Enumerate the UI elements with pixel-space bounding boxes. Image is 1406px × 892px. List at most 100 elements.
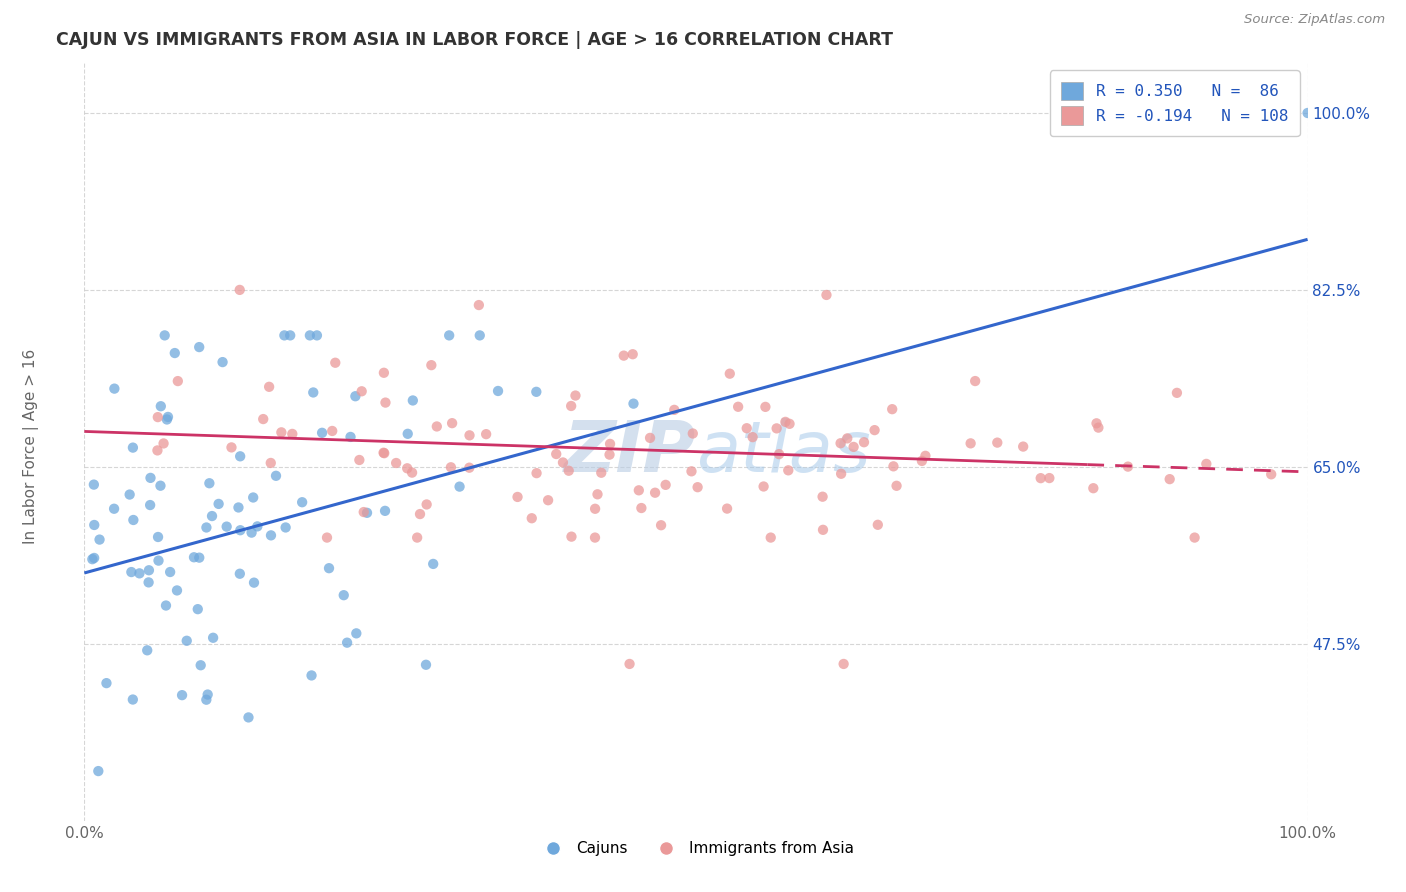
Point bbox=[311, 425, 333, 440]
Point bbox=[211, 355, 233, 369]
Point bbox=[87, 764, 110, 778]
Point bbox=[273, 328, 295, 343]
Point bbox=[537, 493, 560, 508]
Point bbox=[1159, 472, 1181, 486]
Point bbox=[830, 436, 852, 450]
Point bbox=[449, 480, 471, 494]
Point bbox=[866, 517, 889, 532]
Text: CAJUN VS IMMIGRANTS FROM ASIA IN LABOR FORCE | AGE > 16 CORRELATION CHART: CAJUN VS IMMIGRANTS FROM ASIA IN LABOR F… bbox=[56, 31, 893, 49]
Point bbox=[201, 509, 224, 524]
Point bbox=[882, 402, 904, 417]
Point bbox=[373, 446, 395, 460]
Point bbox=[139, 498, 162, 512]
Point bbox=[356, 506, 378, 520]
Point bbox=[409, 507, 432, 521]
Point bbox=[316, 531, 339, 545]
Point bbox=[627, 483, 650, 498]
Point bbox=[139, 471, 162, 485]
Point bbox=[882, 459, 904, 474]
Point bbox=[195, 520, 218, 534]
Point bbox=[187, 602, 209, 616]
Point bbox=[1087, 420, 1109, 434]
Point bbox=[146, 443, 169, 458]
Point bbox=[886, 479, 908, 493]
Point bbox=[402, 393, 425, 408]
Point bbox=[599, 448, 621, 462]
Point bbox=[155, 599, 177, 613]
Point bbox=[243, 575, 266, 590]
Point bbox=[1083, 481, 1105, 495]
Point bbox=[583, 531, 606, 545]
Point bbox=[426, 419, 449, 434]
Point bbox=[1038, 471, 1060, 485]
Point bbox=[202, 631, 225, 645]
Point bbox=[188, 550, 211, 565]
Point bbox=[546, 447, 568, 461]
Text: In Labor Force | Age > 16: In Labor Force | Age > 16 bbox=[22, 349, 39, 543]
Point bbox=[591, 466, 613, 480]
Point bbox=[486, 384, 509, 398]
Point bbox=[752, 479, 775, 493]
Point bbox=[716, 501, 738, 516]
Point bbox=[558, 464, 581, 478]
Point bbox=[305, 328, 328, 343]
Point bbox=[440, 460, 463, 475]
Point bbox=[149, 399, 172, 413]
Point bbox=[420, 358, 443, 372]
Point bbox=[1195, 457, 1218, 471]
Point bbox=[82, 552, 104, 566]
Point bbox=[260, 456, 283, 470]
Point bbox=[152, 436, 174, 450]
Point bbox=[344, 626, 367, 640]
Point bbox=[718, 367, 741, 381]
Point bbox=[138, 563, 160, 577]
Point bbox=[83, 551, 105, 566]
Point bbox=[339, 430, 361, 444]
Point bbox=[385, 456, 408, 470]
Point bbox=[811, 523, 834, 537]
Point bbox=[96, 676, 118, 690]
Point bbox=[156, 412, 179, 426]
Point bbox=[166, 583, 188, 598]
Point bbox=[623, 397, 645, 411]
Point bbox=[122, 513, 145, 527]
Point bbox=[302, 385, 325, 400]
Point bbox=[138, 575, 160, 590]
Point bbox=[176, 633, 198, 648]
Text: ZIP: ZIP bbox=[564, 418, 696, 487]
Point bbox=[415, 498, 437, 512]
Point bbox=[257, 380, 280, 394]
Point bbox=[686, 480, 709, 494]
Point bbox=[727, 400, 749, 414]
Point bbox=[779, 417, 801, 431]
Legend: Cajuns, Immigrants from Asia: Cajuns, Immigrants from Asia bbox=[531, 835, 860, 863]
Point bbox=[583, 501, 606, 516]
Point bbox=[475, 427, 498, 442]
Point bbox=[336, 635, 359, 649]
Point bbox=[229, 450, 252, 464]
Point bbox=[183, 550, 205, 565]
Point bbox=[526, 466, 548, 480]
Point bbox=[298, 328, 321, 343]
Point bbox=[1116, 459, 1139, 474]
Point bbox=[240, 525, 263, 540]
Point bbox=[252, 412, 274, 426]
Point bbox=[121, 692, 143, 706]
Point bbox=[228, 500, 250, 515]
Point bbox=[468, 298, 491, 312]
Point bbox=[853, 435, 876, 450]
Point bbox=[374, 504, 396, 518]
Point bbox=[229, 566, 252, 581]
Point bbox=[349, 453, 371, 467]
Point bbox=[630, 501, 652, 516]
Point bbox=[768, 447, 790, 461]
Point bbox=[103, 501, 125, 516]
Point bbox=[323, 356, 346, 370]
Point bbox=[166, 374, 188, 388]
Point bbox=[441, 416, 464, 430]
Point bbox=[765, 421, 787, 435]
Point bbox=[1012, 440, 1035, 454]
Point bbox=[682, 426, 704, 441]
Point bbox=[136, 643, 159, 657]
Point bbox=[914, 449, 936, 463]
